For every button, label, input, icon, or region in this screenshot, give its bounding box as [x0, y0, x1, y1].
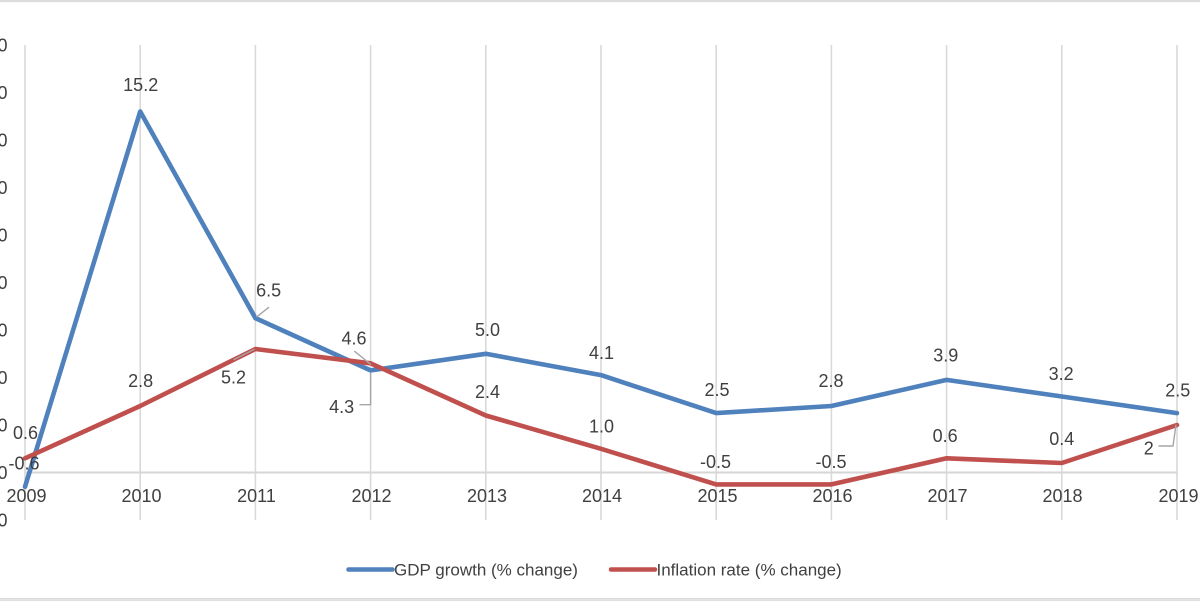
svg-text:18.0: 18.0 — [0, 36, 8, 56]
svg-text:15.2: 15.2 — [123, 75, 158, 95]
svg-text:5.0: 5.0 — [475, 320, 500, 340]
svg-text:16.0: 16.0 — [0, 83, 8, 103]
svg-text:-0.5: -0.5 — [815, 452, 846, 472]
svg-text:-2.0: -2.0 — [0, 511, 8, 531]
svg-text:2010: 2010 — [121, 486, 161, 506]
svg-text:3.9: 3.9 — [933, 346, 958, 366]
svg-text:4.1: 4.1 — [589, 343, 614, 363]
svg-text:8.0: 8.0 — [0, 273, 8, 293]
svg-text:5.2: 5.2 — [221, 368, 246, 388]
svg-text:0.4: 0.4 — [1049, 429, 1074, 449]
svg-text:6.0: 6.0 — [0, 321, 8, 341]
svg-text:2.8: 2.8 — [128, 371, 153, 391]
svg-text:2.5: 2.5 — [704, 380, 729, 400]
svg-text:GDP growth (% change): GDP growth (% change) — [394, 561, 578, 580]
svg-text:6.5: 6.5 — [256, 281, 281, 301]
svg-text:2016: 2016 — [812, 486, 852, 506]
svg-text:2.4: 2.4 — [475, 382, 500, 402]
svg-text:2018: 2018 — [1042, 486, 1082, 506]
svg-text:2009: 2009 — [6, 486, 46, 506]
svg-text:Inflation rate (% change): Inflation rate (% change) — [657, 561, 842, 580]
svg-text:2012: 2012 — [351, 486, 391, 506]
svg-text:2.0: 2.0 — [0, 416, 8, 436]
svg-text:2: 2 — [1144, 439, 1154, 459]
svg-text:0.6: 0.6 — [13, 423, 38, 443]
svg-text:3.2: 3.2 — [1049, 364, 1074, 384]
svg-text:-0.5: -0.5 — [700, 452, 731, 472]
svg-text:4.3: 4.3 — [329, 397, 354, 417]
svg-text:4.6: 4.6 — [341, 328, 366, 348]
svg-text:2013: 2013 — [467, 486, 507, 506]
svg-text:2017: 2017 — [927, 486, 967, 506]
svg-text:2.5: 2.5 — [1165, 381, 1190, 401]
svg-text:2019: 2019 — [1158, 486, 1198, 506]
svg-text:10.0: 10.0 — [0, 226, 8, 246]
svg-text:12.0: 12.0 — [0, 178, 8, 198]
svg-text:-0.6: -0.6 — [8, 453, 39, 473]
svg-text:1.0: 1.0 — [589, 417, 614, 437]
svg-text:0.0: 0.0 — [0, 463, 8, 483]
svg-text:4.0: 4.0 — [0, 368, 8, 388]
svg-text:2.8: 2.8 — [818, 371, 843, 391]
svg-text:14.0: 14.0 — [0, 131, 8, 151]
svg-text:2014: 2014 — [582, 486, 622, 506]
svg-text:2015: 2015 — [697, 486, 737, 506]
svg-text:0.6: 0.6 — [933, 426, 958, 446]
svg-text:2011: 2011 — [237, 486, 276, 506]
